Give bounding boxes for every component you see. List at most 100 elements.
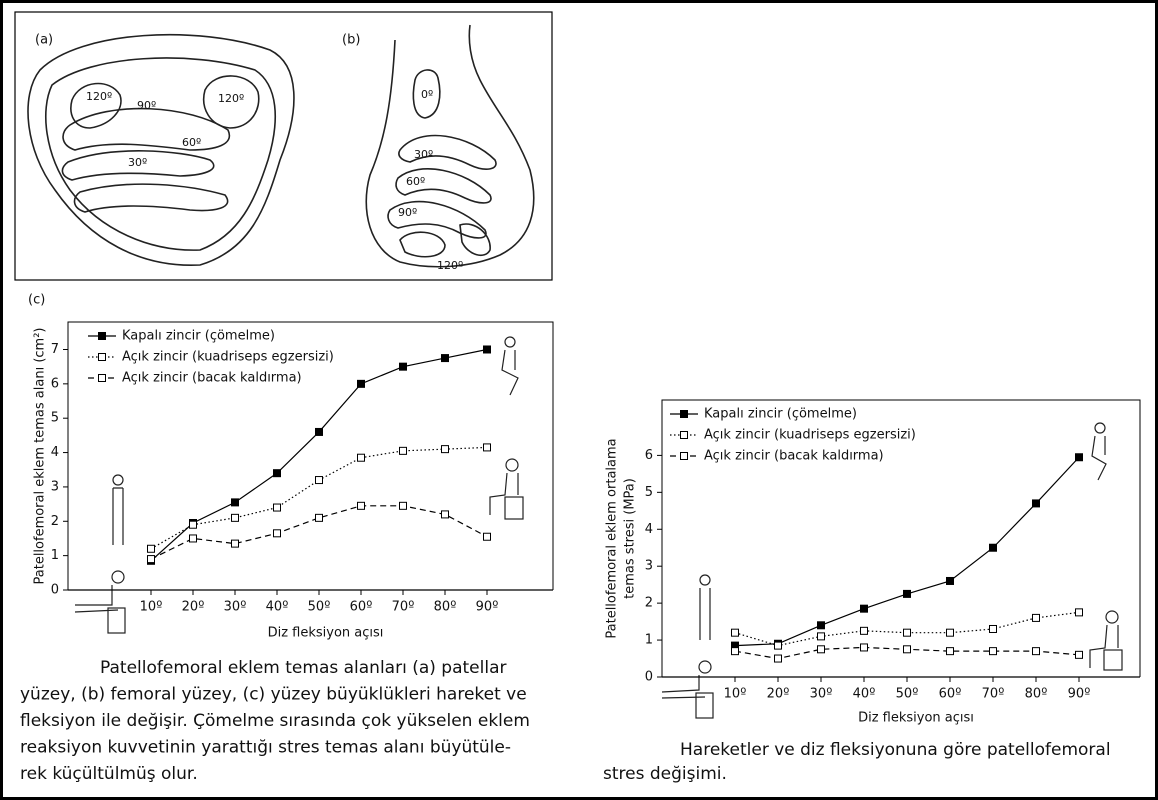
data-point <box>1075 650 1083 659</box>
data-point <box>774 641 782 650</box>
x-tick-label: 30º <box>810 687 833 702</box>
y-tick-label: 7 <box>51 342 59 357</box>
data-point <box>946 628 954 637</box>
human-icons <box>74 336 1123 719</box>
legend-label: Açık zincir (bacak kaldırma) <box>704 449 884 464</box>
legend-label: Açık zincir (bacak kaldırma) <box>122 371 302 386</box>
y-tick-label: 5 <box>645 485 653 500</box>
data-point <box>399 362 407 371</box>
legend-marker <box>680 452 688 460</box>
y-tick-label: 6 <box>645 448 653 463</box>
legend-label: Kapalı zincir (çömelme) <box>122 329 275 344</box>
legend-marker <box>98 353 106 361</box>
data-point <box>147 544 155 553</box>
x-tick-label: 90º <box>1068 687 1091 702</box>
data-point <box>231 513 239 522</box>
x-tick-label: 90º <box>476 600 499 615</box>
data-point <box>903 645 911 654</box>
diagram-frame <box>14 11 553 281</box>
caption-line: fleksiyon ile değişir. Çömelme sırasında… <box>20 711 530 731</box>
data-point <box>273 469 281 478</box>
y-tick-label: 2 <box>51 514 59 529</box>
captions: Patellofemoral eklem temas alanları (a) … <box>20 658 1111 784</box>
legend-marker <box>98 374 106 382</box>
x-tick-label: 70º <box>392 600 415 615</box>
x-tick-label: 80º <box>1025 687 1048 702</box>
data-point <box>860 604 868 613</box>
data-point <box>231 539 239 548</box>
x-tick-label: 40º <box>853 687 876 702</box>
region-label: 120º <box>437 259 463 272</box>
y-axis-label: Patellofemoral eklem temas alanı (cm²) <box>33 328 48 585</box>
data-point <box>441 510 449 519</box>
caption-line: stres değişimi. <box>603 764 727 784</box>
region-label: 30º <box>128 156 147 169</box>
patella-diagram: (a) 120º 90º 60º 30º 120º <box>27 33 295 266</box>
x-tick-label: 20º <box>767 687 790 702</box>
region-label: 120º <box>218 92 244 105</box>
data-point <box>946 576 954 585</box>
x-tick-label: 40º <box>266 600 289 615</box>
y-tick-label: 6 <box>51 376 59 391</box>
series-line <box>150 446 488 550</box>
data-point <box>817 621 825 630</box>
data-point <box>399 501 407 510</box>
data-point <box>731 647 739 656</box>
data-point <box>731 628 739 637</box>
data-point <box>483 345 491 354</box>
data-point <box>357 501 365 510</box>
region-label: 90º <box>137 99 156 112</box>
data-point <box>399 446 407 455</box>
region-label: 120º <box>86 90 112 103</box>
region-label: 90º <box>398 206 417 219</box>
legend-label: Açık zincir (kuadriseps egzersizi) <box>704 428 916 443</box>
panel-label: (b) <box>342 33 360 48</box>
data-point <box>1032 647 1040 656</box>
data-point <box>189 534 197 543</box>
data-point <box>357 379 365 388</box>
x-tick-label: 80º <box>434 600 457 615</box>
region-label: 60º <box>406 175 425 188</box>
region-label: 30º <box>414 148 433 161</box>
y-tick-label: 4 <box>51 445 59 460</box>
data-point <box>231 498 239 507</box>
data-point <box>1032 499 1040 508</box>
y-axis-label: Patellofemoral eklem ortalama <box>605 438 620 638</box>
data-point <box>315 476 323 485</box>
data-point <box>860 643 868 652</box>
x-tick-label: 50º <box>308 600 331 615</box>
x-axis-label: Diz fleksiyon açısı <box>268 626 384 641</box>
y-tick-label: 3 <box>51 479 59 494</box>
data-point <box>903 589 911 598</box>
y-tick-label: 1 <box>51 548 59 563</box>
data-point <box>483 443 491 452</box>
data-point <box>989 624 997 633</box>
y-tick-label: 4 <box>645 522 653 537</box>
data-point <box>1075 453 1083 462</box>
data-point <box>989 647 997 656</box>
y-tick-label: 5 <box>51 411 59 426</box>
data-point <box>1032 613 1040 622</box>
y-tick-label: 3 <box>645 559 653 574</box>
data-point <box>441 445 449 454</box>
x-tick-label: 20º <box>182 600 205 615</box>
y-tick-label: 2 <box>645 596 653 611</box>
data-point <box>860 626 868 635</box>
region-label: 0º <box>421 88 433 101</box>
x-tick-label: 70º <box>982 687 1005 702</box>
data-point <box>989 543 997 552</box>
data-point <box>817 645 825 654</box>
data-point <box>315 427 323 436</box>
data-point <box>315 513 323 522</box>
x-tick-label: 10º <box>140 600 163 615</box>
data-point <box>441 354 449 363</box>
y-tick-label: 1 <box>645 633 653 648</box>
x-tick-label: 60º <box>939 687 962 702</box>
data-point <box>189 520 197 529</box>
caption-line: Hareketler ve diz fleksiyonuna göre pate… <box>680 740 1111 760</box>
data-point <box>483 532 491 541</box>
data-point <box>774 654 782 663</box>
